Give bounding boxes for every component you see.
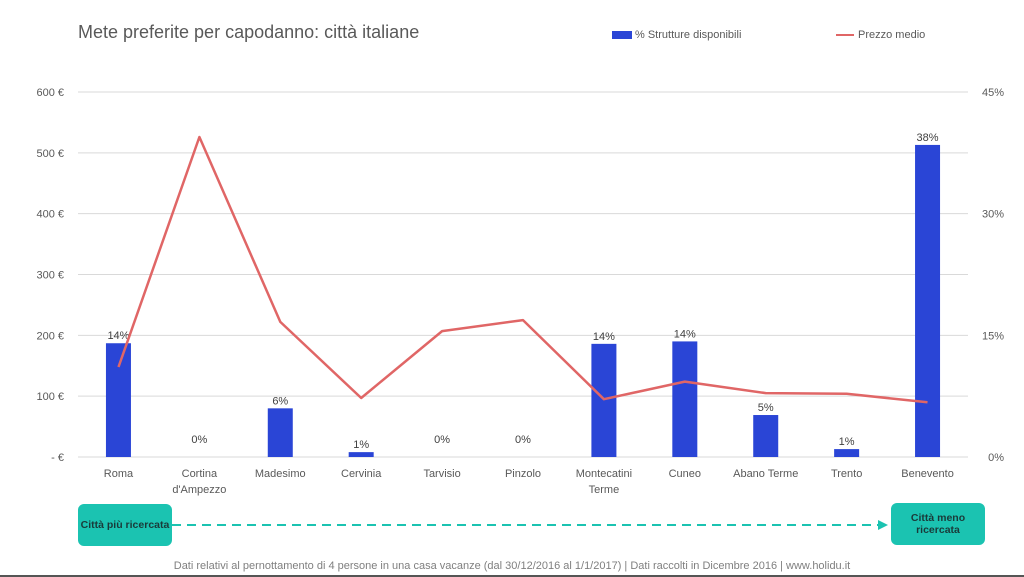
x-tick-label: Cervinia — [341, 468, 382, 480]
bar — [267, 408, 293, 457]
y-left-tick-label: 200 € — [36, 330, 64, 342]
x-tick-label: Abano Terme — [733, 468, 798, 480]
x-tick-label: Roma — [104, 468, 134, 480]
chart-canvas: - € 100 € 200 € 300 € 400 € 500 € 600 € 0% 15% 30… — [36, 87, 1004, 530]
footer-note: Dati relativi al pernottamento di 4 pers… — [173, 560, 851, 572]
bar — [834, 449, 860, 457]
bar — [105, 343, 131, 457]
x-tick-label: Tarvisio — [423, 468, 460, 480]
x-tick-label: Pinzolo — [505, 468, 541, 480]
bottom-border — [0, 575, 1024, 577]
legend-line-swatch — [836, 34, 854, 36]
bar-data-label: 0% — [191, 434, 207, 446]
y-left-tick-label: 300 € — [36, 270, 64, 282]
x-tick-label: Cortina — [182, 468, 218, 480]
x-tick-label: Montecatini — [576, 468, 632, 480]
bar — [348, 452, 374, 457]
y-right-tick-label: 0% — [988, 452, 1004, 464]
arrow-head-icon — [878, 520, 888, 530]
most-searched-badge: Città più ricercata — [78, 504, 172, 546]
x-tick-label: d'Ampezzo — [172, 484, 226, 496]
legend-item-bars: % Strutture disponibili — [612, 29, 741, 41]
legend-bar-label: % Strutture disponibili — [635, 29, 742, 41]
bar-data-label: 14% — [593, 331, 615, 343]
chart-title: Mete preferite per capodanno: città ital… — [78, 22, 420, 42]
x-tick-label: Madesimo — [255, 468, 306, 480]
bar-data-label: 14% — [674, 328, 696, 340]
y-left-tick-label: 100 € — [36, 391, 64, 403]
bar-data-label: 5% — [758, 402, 774, 414]
bar-data-label: 14% — [107, 330, 129, 342]
legend-line-label: Prezzo medio — [858, 29, 926, 41]
bar — [672, 341, 698, 457]
y-left-tick-label: 600 € — [36, 87, 64, 99]
y-right-tick-label: 45% — [982, 87, 1004, 99]
bar-data-label: 1% — [353, 439, 369, 451]
bar-data-label: 1% — [839, 436, 855, 448]
bar-data-label: 0% — [515, 434, 531, 446]
least-searched-badge: Città meno ricercata — [891, 503, 985, 545]
y-right-tick-label: 30% — [982, 209, 1004, 221]
legend-bar-swatch — [612, 31, 632, 39]
y-right-tick-label: 15% — [982, 330, 1004, 342]
bar — [753, 415, 779, 457]
legend-item-line: Prezzo medio — [836, 29, 925, 41]
y-left-tick-label: - € — [51, 452, 64, 464]
y-left-tick-label: 400 € — [36, 209, 64, 221]
price-line — [117, 135, 928, 404]
bar-data-label: 6% — [272, 395, 288, 407]
y-left-tick-label: 500 € — [36, 148, 64, 160]
x-tick-label: Cuneo — [669, 468, 701, 480]
bar-data-label: 38% — [917, 132, 939, 144]
x-tick-label: Trento — [831, 468, 862, 480]
x-tick-label: Benevento — [901, 468, 954, 480]
bar-data-label: 0% — [434, 434, 450, 446]
bar — [915, 144, 941, 458]
x-tick-label: Terme — [589, 484, 620, 496]
